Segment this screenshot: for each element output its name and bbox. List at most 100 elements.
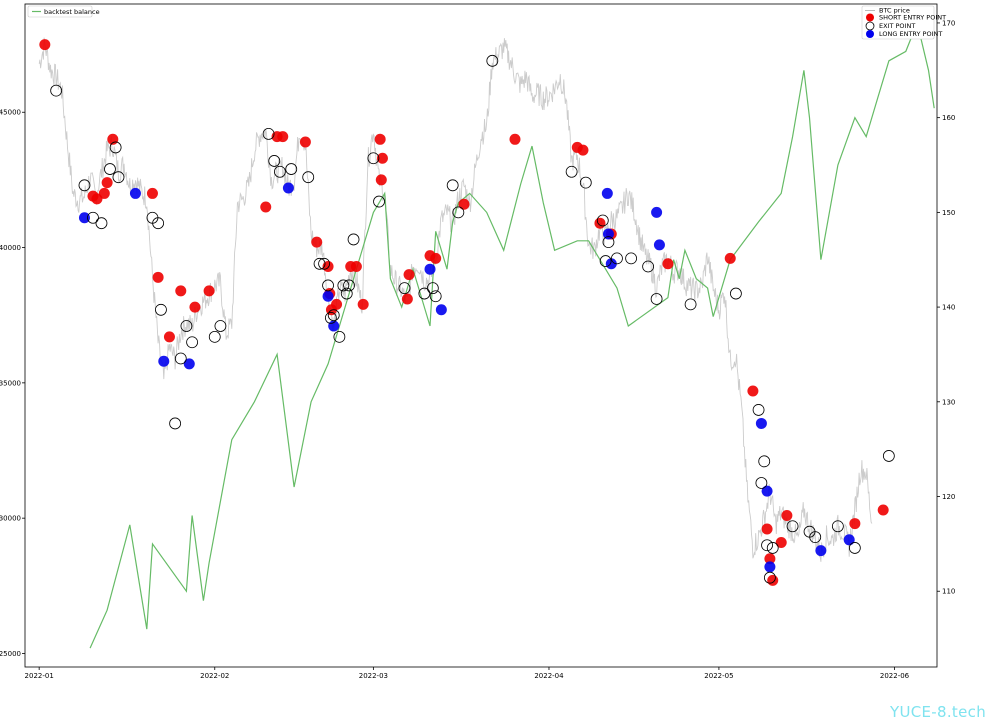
exit-point: [285, 163, 298, 175]
short-entry-point: [509, 133, 521, 145]
exit-point: [340, 287, 353, 300]
short-entry-point: [594, 217, 606, 229]
exit-point: [596, 214, 609, 227]
right-y-tick-label: 130: [942, 398, 955, 406]
left-y-tick-label: 45000: [0, 109, 21, 117]
exit-point: [78, 179, 91, 192]
exit-point: [333, 330, 346, 343]
left-y-tick: 30000: [0, 515, 25, 523]
backtest-balance-line: [89, 20, 935, 649]
short-entry-point: [260, 201, 272, 213]
long-entry-point: [435, 304, 447, 316]
right-y-tick-label: 150: [942, 209, 955, 217]
exit-point: [95, 217, 108, 230]
exit-point: [602, 236, 615, 249]
watermark: YUCE-8.tech: [890, 703, 986, 721]
backtest-balance-path: [89, 20, 935, 649]
exit-point: [766, 542, 779, 554]
exit-point: [337, 279, 350, 292]
left-y-tick-label: 35000: [0, 379, 21, 387]
short-entry-point: [146, 187, 158, 199]
long-entry-point: [815, 545, 827, 557]
short-entry-point: [277, 131, 289, 143]
short-entry-point: [374, 133, 386, 145]
short-entry-point: [458, 198, 470, 210]
long-entry-point: [761, 485, 773, 497]
short-entry-point: [203, 285, 215, 297]
short-entry-point: [299, 136, 311, 148]
short-entry-point: [430, 252, 442, 264]
right-y-tick-label: 110: [942, 588, 955, 596]
exit-point: [109, 141, 122, 154]
exit-point: [174, 352, 187, 365]
exit-point: [625, 252, 638, 265]
x-tick-label: 2022-06: [880, 672, 910, 680]
exit-point: [611, 252, 623, 265]
exit-point: [763, 571, 776, 584]
exit-point: [486, 54, 499, 67]
btc-price-path: [38, 37, 873, 562]
left-y-tick: 35000: [0, 379, 25, 387]
exit-point: [786, 520, 799, 533]
exit-point: [429, 290, 442, 303]
exit-point: [758, 455, 771, 468]
btc-price-line: [38, 37, 873, 562]
x-tick: 2022-06: [880, 667, 910, 680]
exit-point: [324, 312, 337, 324]
left-y-tick: 45000: [0, 109, 25, 117]
x-tick-label: 2022-01: [25, 672, 54, 680]
short-entry-point: [39, 39, 51, 51]
legend-short-label: SHORT ENTRY POINT: [879, 14, 946, 22]
x-tick: 2022-01: [25, 667, 54, 680]
long-entry-point: [158, 355, 170, 367]
short-entry-point: [357, 298, 369, 310]
short-entry-point: [98, 187, 110, 199]
exit-point: [452, 206, 465, 219]
exit-point: [274, 165, 286, 178]
exit-point: [322, 279, 334, 292]
exit-point: [446, 179, 459, 192]
short-entry-point: [767, 574, 779, 586]
left-y-tick-label: 25000: [0, 650, 21, 658]
short-entry-point: [189, 301, 201, 313]
short-entry-point: [403, 269, 415, 281]
exit-point: [650, 293, 663, 305]
long-entry-point: [601, 187, 613, 199]
long-entry-point: [843, 534, 855, 546]
exit-point: [347, 233, 360, 246]
exit-point: [755, 477, 768, 489]
exit-point: [87, 211, 99, 224]
left-y-tick: 25000: [0, 650, 25, 658]
long-entry-point: [653, 239, 665, 251]
right-y-tick: 120: [937, 493, 955, 501]
exit-point: [426, 282, 439, 295]
trade-markers: [39, 39, 895, 586]
exit-point: [302, 171, 315, 184]
legend-exit-label: EXIT POINT: [879, 22, 915, 30]
exit-point: [50, 84, 63, 97]
x-tick-label: 2022-02: [200, 672, 229, 680]
x-tick: 2022-02: [200, 667, 229, 680]
exit-point: [831, 520, 844, 533]
short-entry-point: [163, 331, 175, 343]
short-entry-point: [877, 504, 889, 516]
right-y-tick: 130: [937, 398, 955, 406]
exit-point: [809, 531, 822, 544]
legend-right: BTC price SHORT ENTRY POINT EXIT POINT L…: [861, 5, 946, 40]
exit-point: [104, 163, 116, 175]
exit-point: [343, 279, 355, 292]
short-entry-point: [775, 537, 787, 549]
short-entry-point: [401, 293, 413, 305]
long-entry-point: [282, 182, 294, 194]
long-entry-point: [78, 212, 90, 224]
exit-point: [155, 303, 167, 316]
x-tick-label: 2022-03: [359, 672, 388, 680]
exit-point: [367, 152, 380, 165]
x-axis: 2022-01 2022-02 2022-03 2022-04 2022-05 2022-…: [25, 667, 910, 680]
short-entry-point: [781, 509, 793, 521]
x-tick-label: 2022-05: [704, 672, 733, 680]
exit-point: [565, 165, 578, 178]
short-entry-point: [662, 258, 674, 270]
exit-point: [327, 309, 340, 322]
